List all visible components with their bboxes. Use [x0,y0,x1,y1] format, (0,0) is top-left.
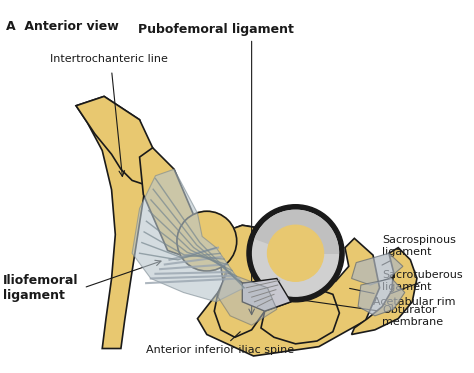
Polygon shape [76,96,149,348]
Polygon shape [352,248,417,335]
Circle shape [267,225,324,281]
Text: A  Anterior view: A Anterior view [6,20,119,33]
Polygon shape [358,279,405,316]
Text: Iliofemoral
ligament: Iliofemoral ligament [3,274,79,302]
Circle shape [247,205,344,302]
Text: Pubofemoral ligament: Pubofemoral ligament [138,23,294,36]
Text: Anterior inferior iliac spine: Anterior inferior iliac spine [146,332,294,355]
Polygon shape [261,288,339,344]
Text: Sacrotuberous
ligament: Sacrotuberous ligament [383,270,463,293]
Polygon shape [132,169,244,302]
Polygon shape [198,225,380,356]
Polygon shape [214,272,264,337]
Polygon shape [218,225,289,285]
Text: Intertrochanteric line: Intertrochanteric line [50,54,168,64]
Circle shape [177,211,237,271]
Circle shape [253,210,338,296]
Polygon shape [218,272,277,325]
Polygon shape [242,279,291,311]
Polygon shape [352,253,403,285]
Text: Sacrospinous
ligament: Sacrospinous ligament [382,235,456,265]
Text: Acetabular rim: Acetabular rim [350,288,456,307]
Text: Obturator
membrane: Obturator membrane [284,298,444,327]
Polygon shape [76,96,155,185]
Polygon shape [139,148,207,257]
Wedge shape [255,210,338,253]
